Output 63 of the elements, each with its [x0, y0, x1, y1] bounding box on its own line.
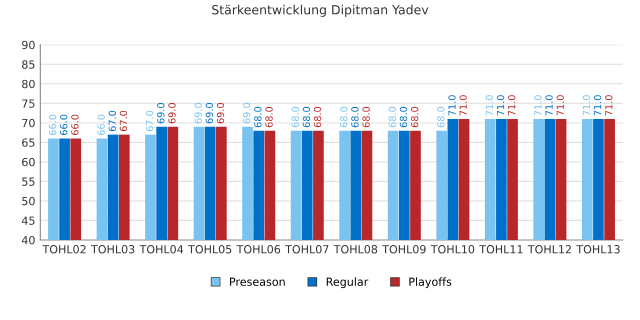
- data-label: 71.0: [556, 95, 564, 116]
- data-label: 68.0: [292, 106, 299, 128]
- data-label: 68.0: [388, 106, 396, 128]
- x-tick-label: TOHL10: [430, 245, 474, 254]
- x-tick-label: TOHL06: [236, 245, 280, 254]
- y-tick-label: 70: [22, 118, 35, 128]
- y-tick-label: 80: [22, 80, 35, 88]
- y-tick-label: 85: [22, 60, 34, 69]
- x-tick-label: TOHL09: [382, 245, 426, 254]
- y-tick-label: 75: [22, 99, 34, 108]
- x-tick-label: TOHL12: [528, 245, 571, 254]
- data-label: 67.0: [120, 110, 128, 132]
- legend-label: Regular: [326, 277, 368, 288]
- data-label: 66.0: [71, 114, 79, 136]
- y-tick-label: 65: [22, 138, 34, 147]
- x-tick-label: TOHL03: [90, 245, 134, 254]
- data-label: 66.0: [60, 114, 68, 136]
- data-label: 69.0: [206, 103, 214, 124]
- data-label: 67.0: [108, 110, 116, 132]
- x-tick-label: TOHL05: [188, 245, 232, 254]
- x-tick-label: TOHL13: [576, 245, 620, 254]
- data-label: 68.0: [302, 106, 310, 128]
- data-label: 69.0: [216, 103, 224, 124]
- data-label: 68.0: [362, 106, 370, 128]
- data-label: 68.0: [410, 106, 418, 128]
- data-label: 68.0: [340, 106, 348, 128]
- y-tick-label: 45: [22, 216, 34, 225]
- data-label: 68.0: [314, 106, 322, 128]
- data-label: 71.0: [459, 95, 467, 116]
- data-label: 71.0: [508, 95, 516, 116]
- legend-label: Preseason: [230, 278, 285, 286]
- data-label: 66.0: [97, 114, 105, 136]
- data-label: 71.0: [448, 95, 456, 116]
- data-label: 68.0: [351, 106, 359, 128]
- data-label: 66.0: [48, 114, 56, 136]
- data-label: 71.0: [534, 95, 542, 116]
- data-label: 71.0: [486, 95, 494, 116]
- y-tick-label: 55: [22, 178, 34, 186]
- legend-label: Playoffs: [409, 277, 452, 288]
- y-tick-label: 40: [22, 236, 35, 244]
- x-tick-label: TOHL02: [42, 245, 86, 254]
- y-tick-label: 50: [22, 196, 35, 206]
- data-label: 71.0: [594, 95, 602, 116]
- x-tick-label: TOHL11: [479, 245, 522, 254]
- data-label: 69.0: [168, 103, 176, 124]
- data-label: 68.0: [254, 106, 262, 128]
- data-label: 71.0: [496, 95, 504, 116]
- data-label: 68.0: [265, 106, 273, 128]
- data-label: 67.0: [146, 110, 154, 132]
- data-label: 71.0: [605, 95, 612, 116]
- data-label: 71.0: [545, 95, 553, 116]
- x-tick-label: TOHL07: [285, 245, 328, 254]
- data-label: 68.0: [400, 106, 408, 128]
- data-label: 69.0: [194, 103, 202, 124]
- y-tick-label: 90: [22, 40, 35, 50]
- y-tick-label: 60: [22, 158, 35, 166]
- data-label: 69.0: [243, 103, 250, 124]
- chart-title: Stärkeentwicklung Dipitman Yadev: [212, 4, 428, 17]
- x-tick-label: TOHL04: [140, 245, 184, 254]
- data-label: 69.0: [157, 103, 164, 124]
- x-tick-label: TOHL08: [334, 245, 378, 254]
- data-label: 68.0: [437, 106, 445, 128]
- data-label: 71.0: [582, 95, 590, 116]
